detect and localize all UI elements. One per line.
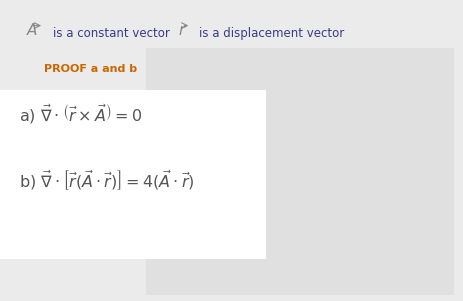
Text: is a constant vector: is a constant vector [53,26,170,40]
FancyBboxPatch shape [0,90,266,259]
Text: b) $\vec{\nabla}\cdot\left[\vec{r}(\vec{A}\cdot\vec{r})\right]=4(\vec{A}\cdot\ve: b) $\vec{\nabla}\cdot\left[\vec{r}(\vec{… [19,169,194,192]
Text: is a displacement vector: is a displacement vector [199,26,344,40]
FancyBboxPatch shape [146,48,454,295]
Text: a) $\vec{\nabla}\cdot\left(\vec{r}\times\vec{A}\right)=0$: a) $\vec{\nabla}\cdot\left(\vec{r}\times… [19,103,142,126]
Text: $A$: $A$ [26,22,38,38]
Text: $r$: $r$ [178,23,188,38]
Text: PROOF a and b: PROOF a and b [44,64,137,74]
